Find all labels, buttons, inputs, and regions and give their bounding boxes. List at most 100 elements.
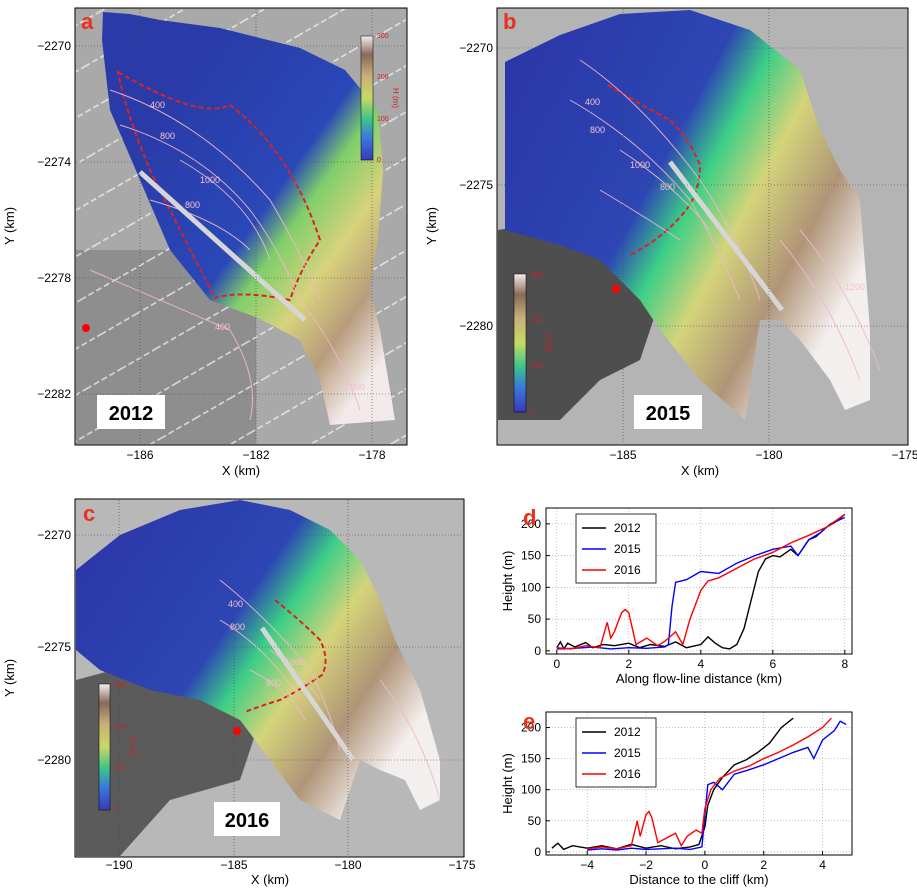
- panel-a-ytick-3: −2278: [37, 271, 71, 285]
- panel-b-ytick-1: −2270: [459, 41, 493, 55]
- panel-a-letter: a: [81, 9, 94, 34]
- panel-c-xtick-4: −175: [448, 858, 475, 872]
- panel-a-xtick-1: −186: [126, 448, 153, 462]
- panel-a-ytick-1: −2270: [37, 39, 71, 53]
- panel-b-year-box: [634, 395, 702, 429]
- panel-d-legend-label-2016: 2016: [614, 563, 641, 577]
- panel-b-colorbar-label: H (m): [544, 333, 553, 353]
- panel-d-ytick-label-1: 50: [528, 612, 542, 626]
- panel-a-xtick-2: −182: [242, 448, 269, 462]
- panel-e-ytick-label-4: 200: [521, 721, 541, 735]
- panel-b-colorbar-tick-1: 100: [531, 363, 543, 370]
- panel-b-contour-label-2: 800: [590, 125, 605, 135]
- panel-b-site-marker: [612, 285, 620, 293]
- panel-a-xtick-3: −178: [358, 448, 385, 462]
- panel-b-colorbar-tick-3: 300: [531, 272, 543, 279]
- panel-c-ylabel: Y (km): [2, 659, 17, 697]
- panel-c-ice-thickness-field: [76, 500, 440, 820]
- panel-b-colorbar-tick-2: 200: [531, 317, 543, 324]
- panel-a-contour-label-2: 800: [160, 131, 175, 141]
- panel-c-year-label: 2016: [225, 810, 270, 832]
- panel-a-year-label: 2012: [109, 403, 154, 425]
- panel-d-ylabel: Height (m): [500, 551, 515, 612]
- panel-b-xtick-2: −180: [755, 448, 782, 462]
- panel-c-colorbar-tick-2: 200: [114, 724, 126, 731]
- panel-c-xtick-3: −180: [334, 858, 361, 872]
- panel-a-flow-line: [138, 170, 307, 322]
- panel-e-frame: [545, 711, 853, 856]
- panel-b-contour-label-5: 1200: [845, 282, 865, 292]
- panel-c: 400 800 1000 800 c 2016 0 100 200 300 H …: [2, 498, 476, 887]
- panel-a-contour-label-5: 400: [215, 322, 230, 332]
- panel-b-xlabel: X (km): [681, 463, 719, 478]
- panel-a-colorbar-tick-3: 300: [377, 33, 389, 40]
- panel-c-contour-label-2: 800: [230, 622, 245, 632]
- panel-a-ytick-2: −2274: [37, 155, 71, 169]
- panel-b-year-label: 2015: [646, 403, 691, 425]
- panel-e-ytick-label-2: 100: [521, 783, 541, 797]
- panel-b-xtick-1: −185: [609, 448, 636, 462]
- panel-d-letter: d: [523, 505, 536, 530]
- panel-c-xlabel: X (km): [251, 872, 289, 887]
- panel-e-legend-label-2015: 2015: [614, 746, 641, 760]
- panel-e-legend-label-2016: 2016: [614, 767, 641, 781]
- panel-d-xtick-label-1: 2: [625, 657, 632, 671]
- panel-c-contour-label-3: 1000: [285, 657, 305, 667]
- panel-d-xtick-label-3: 6: [769, 657, 776, 671]
- panel-c-flow-line: [259, 626, 356, 762]
- panel-d-series-2015: [556, 516, 846, 650]
- panel-b-ylabel: Y (km): [424, 207, 439, 245]
- panel-b-ytick-2: −2275: [459, 178, 493, 192]
- panel-a-colorbar-tick-2: 200: [377, 74, 389, 81]
- panel-a-contour-label-3: 1000: [200, 175, 220, 185]
- panel-e-line-chart: −4 −2 0 2 4 0 50 100 150 200 Distance to the cliff…: [500, 709, 853, 887]
- panel-a-colorbar: [360, 35, 374, 161]
- panel-c-xtick-2: −185: [220, 858, 247, 872]
- panel-d-xtick-label-0: 0: [553, 657, 560, 671]
- panel-c-ytick-3: −2280: [37, 753, 71, 767]
- panel-d-ytick-label-0: 0: [534, 644, 541, 658]
- panel-a-contour-label-6: 1200: [345, 382, 365, 392]
- panel-c-ytick-2: −2275: [37, 640, 71, 654]
- panel-a-calving-front: [116, 70, 322, 302]
- panel-d-xtick-label-2: 4: [697, 657, 704, 671]
- panel-e-xtick-label-3: 2: [760, 858, 767, 872]
- panel-d-xlabel: Along flow-line distance (km): [616, 671, 782, 686]
- panel-e-xtick-label-1: −2: [639, 858, 653, 872]
- panel-e-ytick-label-1: 50: [528, 814, 542, 828]
- panel-a-site-marker: [82, 324, 90, 332]
- panel-c-contour-label-1: 400: [228, 599, 243, 609]
- panel-a: 400 800 1000 800 400 1200 a 2012 0 100 2…: [2, 7, 408, 478]
- panel-a-thickness-contours: [89, 89, 361, 421]
- panel-d-frame: [545, 507, 853, 655]
- panel-c-calving-front: [244, 599, 327, 713]
- panel-b-ytick-3: −2280: [459, 319, 493, 333]
- panel-c-contour-label-4: 800: [266, 678, 281, 688]
- panel-c-letter: c: [83, 501, 95, 526]
- panel-c-ocean-shading: [76, 660, 260, 856]
- panel-c-colorbar: [98, 683, 111, 811]
- panel-a-xlabel: X (km): [222, 463, 260, 478]
- panel-b-contour-label-3: 1000: [630, 160, 650, 170]
- panel-c-colorbar-tick-1: 100: [114, 765, 126, 772]
- panel-d-ytick-label-3: 150: [521, 549, 541, 563]
- panel-e-xtick-label-0: −4: [580, 858, 594, 872]
- panel-c-ytick-1: −2270: [37, 528, 71, 542]
- panel-e-ylabel: Height (m): [500, 753, 515, 814]
- panel-c-thickness-contours: [219, 579, 441, 801]
- panel-d-ytick-label-4: 200: [521, 517, 541, 531]
- panel-b-xtick-3: −175: [891, 448, 917, 462]
- panel-a-year-box: [97, 395, 165, 429]
- panel-e-letter: e: [523, 709, 535, 734]
- panel-a-colorbar-tick-0: 0: [377, 157, 381, 164]
- panel-b-contour-label-4: 800: [660, 182, 675, 192]
- panel-e-series-2012: [551, 717, 794, 851]
- panel-e-xlabel: Distance to the cliff (km): [629, 872, 768, 887]
- panel-d-ytick-label-2: 100: [521, 580, 541, 594]
- panel-b-flow-line: [668, 160, 784, 312]
- panel-e-legend-label-2012: 2012: [614, 725, 641, 739]
- panel-c-gridlines: [76, 500, 463, 856]
- panel-b-contour-label-1: 400: [585, 97, 600, 107]
- panel-e-series-2015: [587, 720, 847, 851]
